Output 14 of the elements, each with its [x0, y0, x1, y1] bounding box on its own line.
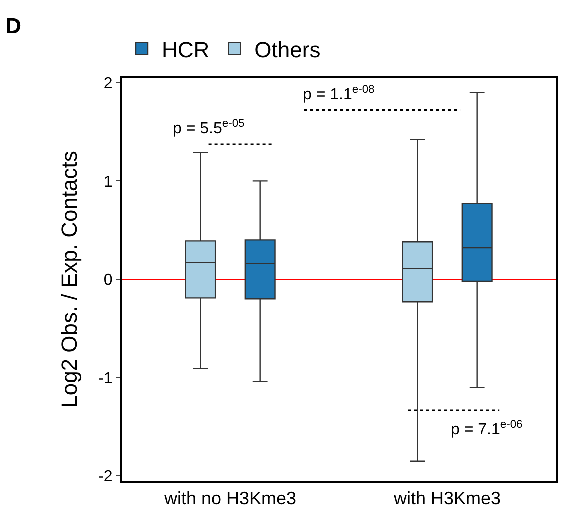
y-tick-label: 1	[104, 174, 113, 191]
y-tick-label: -2	[98, 468, 113, 486]
y-axis-title: Log2 Obs. / Exp. Contacts	[56, 151, 82, 408]
y-tick-label: -1	[98, 370, 113, 388]
x-tick-label: with no H3Kme3	[163, 488, 297, 509]
annotation: p = 7.1$^{e-06}$	[451, 419, 523, 439]
annotation: p = 1.1$^{e-08}$	[303, 84, 375, 104]
annotation: p = 5.5$^{e-05}$	[173, 118, 245, 138]
chart-title: D	[6, 14, 22, 39]
x-tick-label: with H3Kme3	[392, 488, 502, 509]
y-tick-label: 0	[104, 272, 113, 290]
legend-label: HCR	[162, 37, 210, 62]
y-tick-label: 2	[104, 76, 113, 93]
legend-label: Others	[254, 37, 321, 62]
